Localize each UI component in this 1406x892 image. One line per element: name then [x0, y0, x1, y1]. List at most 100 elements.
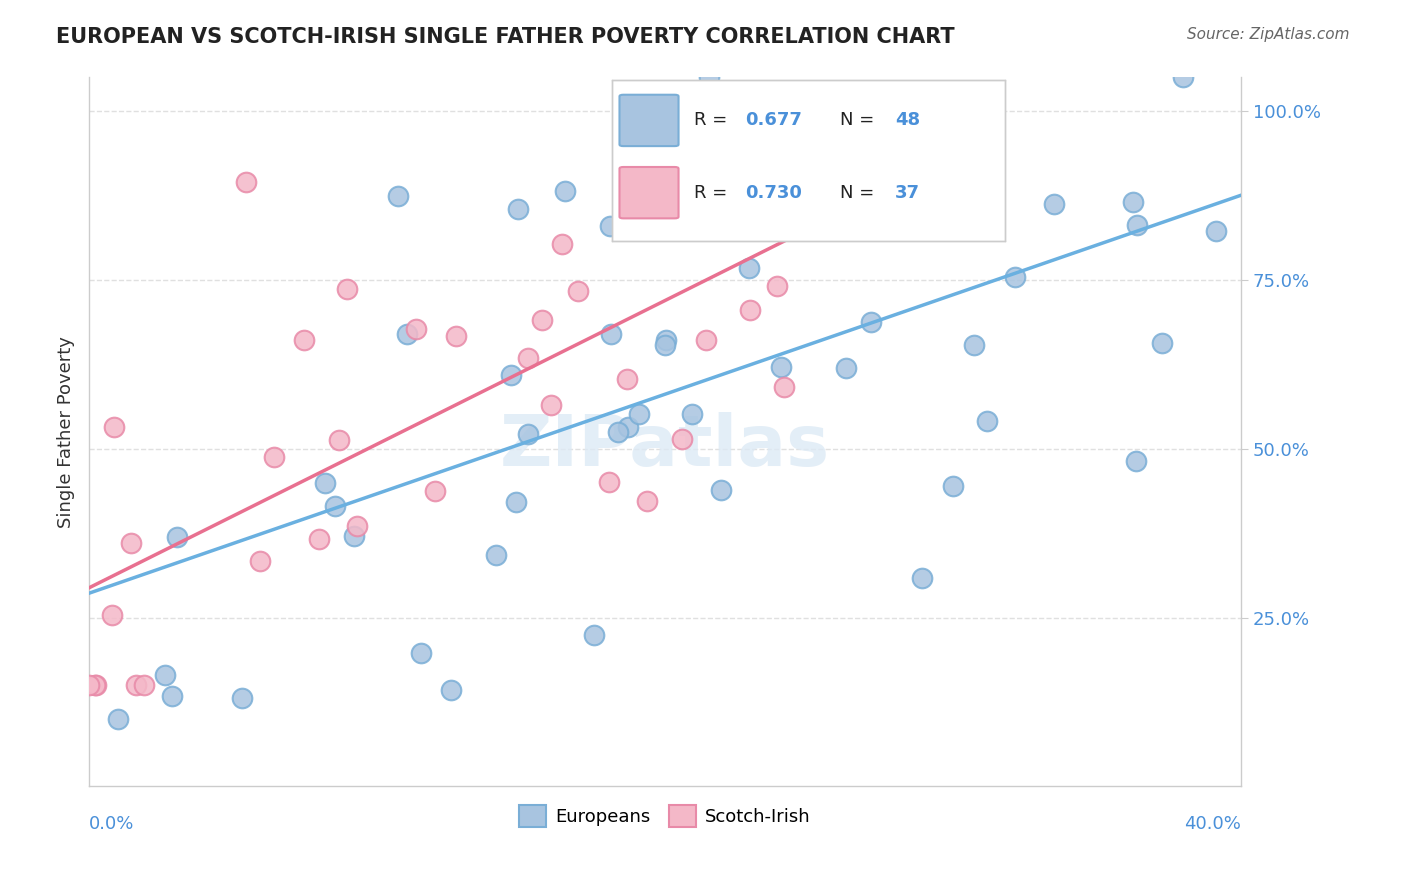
Point [550, 237, 572, 252]
Point [769, 359, 792, 374]
Point [328, 433, 350, 447]
Point [1004, 270, 1026, 285]
Point [84, 678, 107, 692]
Text: 40.0%: 40.0% [1184, 815, 1241, 833]
Point [695, 334, 717, 348]
Point [343, 529, 366, 543]
Point [654, 338, 676, 352]
Point [101, 607, 124, 622]
Point [737, 261, 759, 276]
Point [506, 202, 529, 216]
Point [516, 351, 538, 365]
Point [599, 326, 621, 341]
Point [249, 554, 271, 568]
Point [911, 571, 934, 585]
Point [84, 678, 107, 692]
Text: Source: ZipAtlas.com: Source: ZipAtlas.com [1187, 27, 1350, 42]
Point [778, 194, 800, 208]
Text: ZIPatlas: ZIPatlas [501, 411, 830, 481]
Point [627, 408, 650, 422]
Point [125, 678, 148, 692]
Point [120, 536, 142, 550]
Point [440, 682, 463, 697]
Point [738, 303, 761, 318]
Text: 0.730: 0.730 [745, 184, 803, 202]
Point [963, 338, 986, 352]
Point [499, 368, 522, 382]
Point [664, 214, 686, 228]
Point [423, 483, 446, 498]
Point [531, 313, 554, 327]
Text: R =: R = [695, 184, 734, 202]
Point [616, 372, 638, 386]
Point [655, 334, 678, 348]
Point [160, 689, 183, 703]
Point [103, 419, 125, 434]
Point [485, 548, 508, 562]
Point [583, 627, 606, 641]
Point [308, 532, 330, 546]
Point [617, 420, 640, 434]
Point [540, 398, 562, 412]
Point [409, 646, 432, 660]
Point [395, 327, 418, 342]
Point [1150, 336, 1173, 351]
Text: N =: N = [839, 112, 880, 129]
Point [387, 189, 409, 203]
Point [235, 175, 257, 189]
Point [942, 479, 965, 493]
FancyBboxPatch shape [620, 95, 679, 146]
Point [166, 530, 188, 544]
Point [643, 173, 665, 187]
Point [606, 425, 628, 439]
Point [1122, 195, 1144, 210]
Point [444, 328, 467, 343]
Point [681, 407, 703, 421]
Point [323, 499, 346, 513]
FancyBboxPatch shape [620, 167, 679, 219]
Point [1173, 70, 1195, 85]
Text: EUROPEAN VS SCOTCH-IRISH SINGLE FATHER POVERTY CORRELATION CHART: EUROPEAN VS SCOTCH-IRISH SINGLE FATHER P… [56, 27, 955, 46]
Legend: Europeans, Scotch-Irish: Europeans, Scotch-Irish [512, 797, 818, 834]
Point [516, 427, 538, 442]
Point [848, 122, 870, 136]
Point [153, 668, 176, 682]
Point [1126, 218, 1149, 232]
Point [567, 285, 589, 299]
Point [336, 282, 359, 296]
Point [405, 321, 427, 335]
Text: N =: N = [839, 184, 880, 202]
Y-axis label: Single Father Poverty: Single Father Poverty [58, 336, 75, 528]
Point [697, 70, 720, 85]
Point [554, 185, 576, 199]
Point [107, 712, 129, 726]
Point [314, 475, 336, 490]
Point [1125, 454, 1147, 468]
Point [505, 494, 527, 508]
Point [598, 475, 620, 490]
Point [132, 678, 155, 692]
Point [835, 360, 858, 375]
Point [263, 450, 285, 464]
Point [231, 691, 253, 706]
Point [976, 414, 998, 428]
Point [77, 678, 100, 692]
Point [292, 334, 315, 348]
Text: 0.677: 0.677 [745, 112, 803, 129]
Point [599, 219, 621, 233]
Point [671, 433, 693, 447]
Text: 0.0%: 0.0% [89, 815, 135, 833]
Point [766, 278, 789, 293]
Text: 37: 37 [896, 184, 920, 202]
Point [773, 380, 796, 394]
Point [346, 519, 368, 533]
Point [761, 104, 783, 119]
Point [707, 134, 730, 148]
Point [1043, 197, 1066, 211]
Point [636, 494, 658, 508]
Text: 48: 48 [896, 112, 920, 129]
Point [860, 315, 883, 329]
Text: R =: R = [695, 112, 734, 129]
Point [907, 140, 929, 154]
Point [1205, 224, 1227, 238]
